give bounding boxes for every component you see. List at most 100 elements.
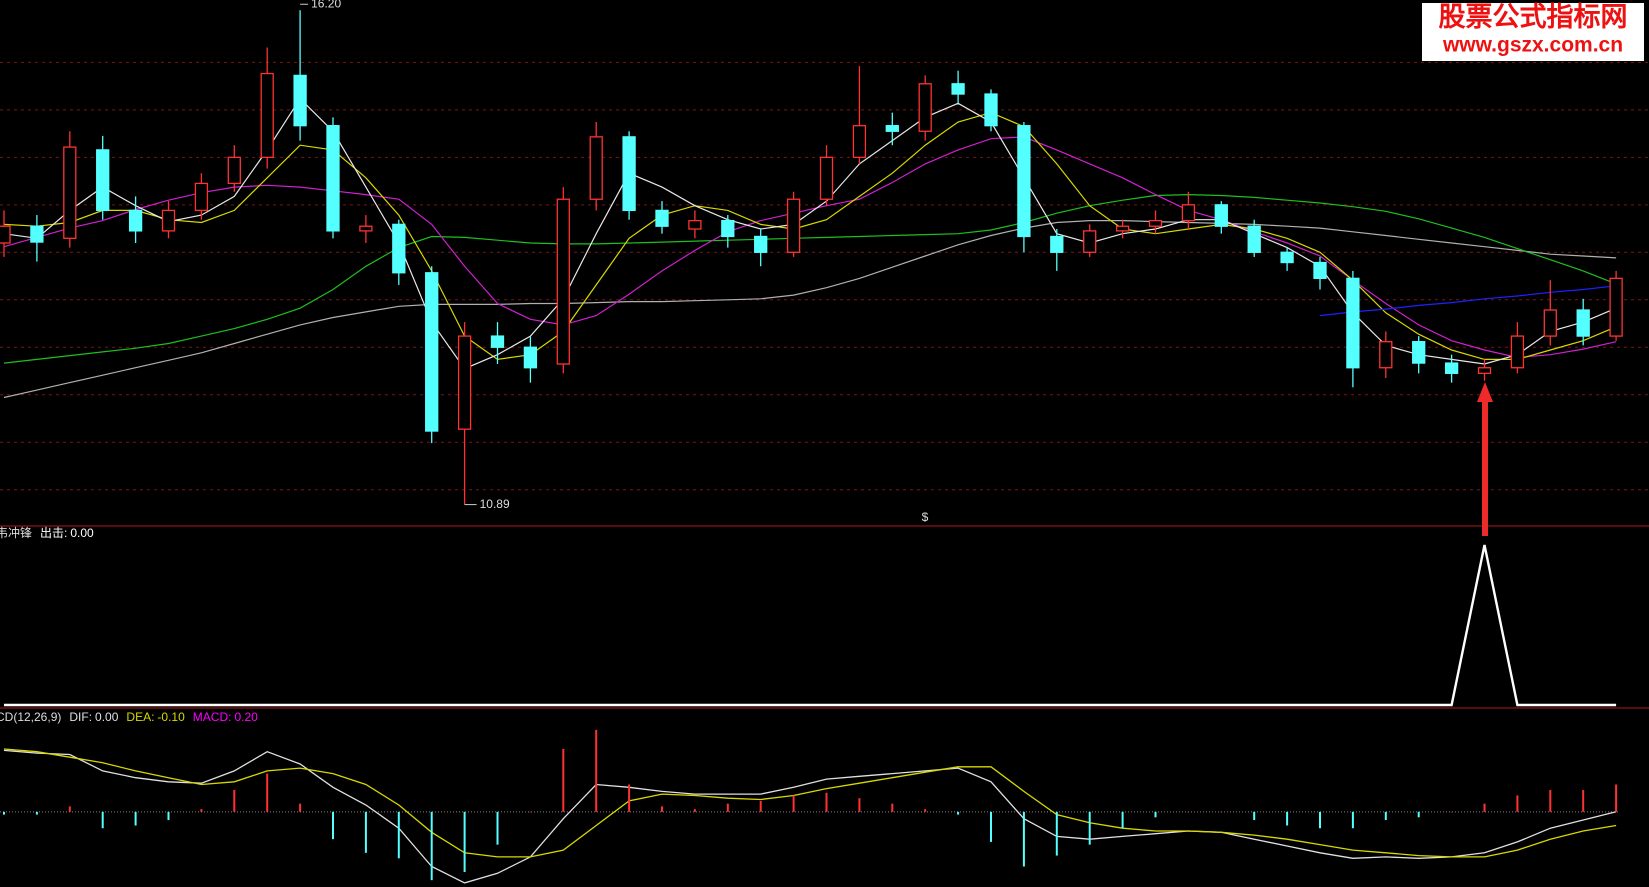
line (3, 220, 1617, 399)
panel-title: 韦冲锋 (0, 525, 32, 540)
candle-body (1510, 335, 1525, 369)
candle-body (1083, 230, 1097, 253)
macd-bar (595, 729, 598, 812)
macd-bar (397, 811, 400, 859)
candle-body (30, 225, 44, 243)
candle-body (96, 149, 110, 212)
legend-value: -0.10 (157, 710, 185, 724)
macd-bar (891, 803, 894, 812)
candle-body (161, 209, 176, 232)
candle-body (655, 209, 669, 227)
candle-body (688, 219, 702, 230)
macd-bar (1121, 811, 1124, 829)
candle-body (754, 235, 768, 253)
macd-bar (1253, 811, 1256, 821)
candle-body (326, 125, 340, 232)
candle-body (359, 225, 373, 232)
macd-bar (990, 811, 992, 842)
candle-body (1214, 204, 1228, 227)
candle-body (128, 209, 143, 232)
macd-bar (266, 773, 269, 812)
line (4, 544, 1617, 707)
macd-bar (101, 811, 104, 829)
macd-bar (1549, 789, 1552, 812)
macd-bar (1220, 811, 1223, 813)
macd-bar (1516, 795, 1519, 812)
legend-value: 0.00 (95, 710, 119, 724)
legend-value: 0.20 (234, 710, 258, 724)
candle-body (1050, 235, 1064, 253)
candle-body (1346, 277, 1360, 369)
candle-body (0, 225, 11, 244)
candle-body (951, 83, 965, 95)
macd-bar (562, 748, 565, 812)
macd-bar (661, 806, 663, 812)
candle-body (392, 223, 406, 274)
candle-body (1543, 309, 1557, 337)
annotation: $ (922, 510, 929, 524)
annotation: 16.20 (311, 0, 341, 10)
candle-body (1576, 309, 1590, 337)
macd-bar (1187, 811, 1190, 813)
macd-bar (1022, 811, 1025, 867)
candle-body (786, 198, 801, 253)
macd-bar (134, 811, 137, 826)
candle-body (852, 125, 867, 158)
candle-body (293, 74, 307, 127)
legend-name: 出击: (40, 526, 67, 540)
candle-body (1609, 277, 1623, 337)
macd-bar (628, 784, 631, 812)
legend-name: DEA: (126, 710, 154, 724)
candle-body (1444, 362, 1459, 374)
candle-body (984, 93, 998, 127)
macd-bar (299, 803, 302, 812)
candle-body (721, 219, 735, 238)
macd-bar (1055, 811, 1058, 856)
candle-body (425, 272, 439, 432)
macd-bar (1351, 811, 1354, 829)
candle-body (63, 146, 77, 239)
candle-body (1247, 225, 1261, 253)
watermark-url: www.gszx.com.cn (1442, 34, 1623, 57)
candle-body (490, 335, 505, 348)
macd-bar (529, 811, 532, 813)
line (3, 749, 1617, 884)
macd-bar (1417, 811, 1420, 818)
panel-header: CD(12,26,9) DIF: 0.00 DEA: -0.10 MACD: 0.20 (0, 710, 258, 724)
annotation: 10.89 (480, 497, 510, 511)
macd-bar (167, 811, 170, 821)
macd-bar (858, 798, 861, 812)
macd-bar (792, 795, 795, 812)
macd-bar (726, 803, 729, 812)
line (3, 748, 1617, 858)
macd-bar (35, 811, 38, 815)
candle-body (227, 156, 241, 185)
candle-body (1313, 261, 1327, 280)
candle-body (1181, 204, 1196, 222)
macd-bar (1483, 803, 1486, 812)
macd-bar (957, 811, 960, 815)
candle-body (918, 83, 932, 132)
candle-body (622, 136, 636, 212)
watermark-title: 股票公式指标网 (1439, 2, 1628, 32)
line (3, 193, 1617, 364)
macd-bar (1384, 811, 1387, 821)
macd-bar (364, 811, 367, 853)
candle-body (194, 182, 209, 212)
macd-bar (924, 809, 927, 812)
candle-body (1412, 341, 1426, 364)
candle-body (589, 136, 603, 200)
candle-body (1148, 219, 1163, 227)
macd-bar (1582, 789, 1585, 812)
candle-body (556, 198, 570, 365)
signal-arrow (1477, 382, 1493, 536)
macd-bar (693, 809, 696, 812)
panel-header: 韦冲锋 出击: 0.00 (0, 525, 94, 540)
candle-body (1017, 125, 1031, 238)
candle-body (1379, 341, 1393, 369)
line (1319, 285, 1617, 317)
